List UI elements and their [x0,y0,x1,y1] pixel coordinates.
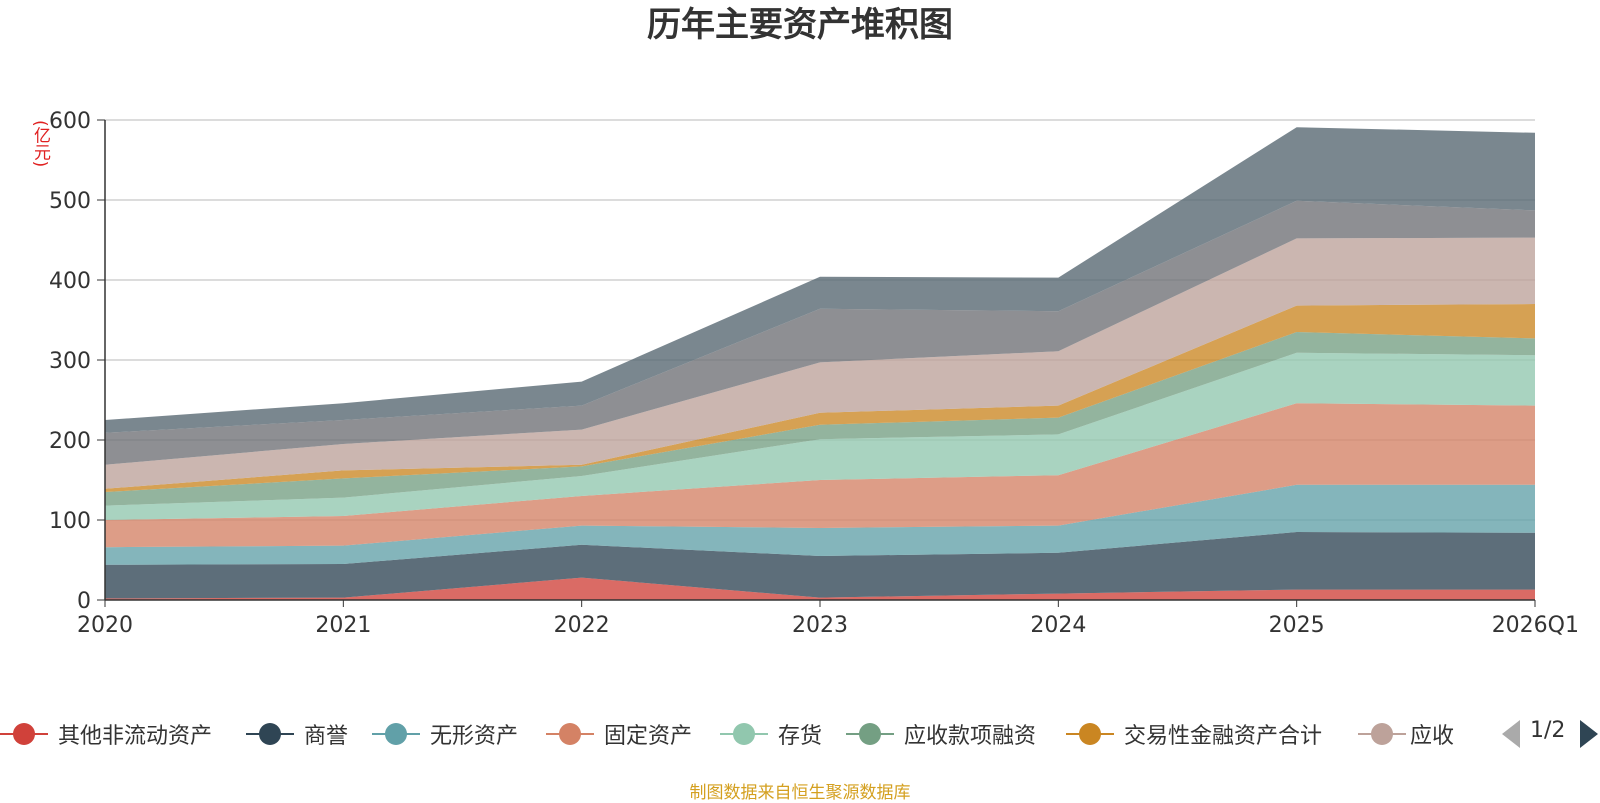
chart-title: 历年主要资产堆积图 [647,5,953,45]
area-series [105,127,1535,600]
x-tick-label-1: 2021 [315,613,371,638]
legend-marker-icon [0,722,48,746]
legend: 其他非流动资产 商誉 无形资产 固定资产 存货 应收款项融资 交易性金融资产合计… [0,716,1600,756]
legend-item-7[interactable]: 应收 [1358,716,1454,752]
stacked-area-chart: 0 100 200 300 400 500 600 2020 2021 2022 2023 2024… [49,109,1579,638]
legend-item-1[interactable]: 商誉 [246,716,348,752]
next-page-icon[interactable] [1580,720,1598,748]
area-series-5 [105,332,1535,506]
legend-pager: 1/2 [1500,716,1600,752]
y-tick-label-1: 100 [49,509,91,534]
legend-item-0[interactable]: 其他非流动资产 [0,716,212,752]
area-series-0 [105,577,1535,600]
x-tick-label-0: 2020 [77,613,133,638]
legend-marker-icon [372,722,420,746]
y-tick-label-4: 400 [49,269,91,294]
legend-label: 存货 [778,724,823,749]
x-tick-labels: 2020 2021 2022 2023 2024 2025 2026Q1 [77,600,1579,638]
legend-label: 无形资产 [430,724,519,749]
y-axis-unit: (亿元) [30,120,50,168]
legend-item-2[interactable]: 无形资产 [372,716,518,752]
area-series-6 [105,304,1535,492]
y-tick-label-6: 600 [49,109,91,134]
legend-item-6[interactable]: 交易性金融资产合计 [1066,716,1322,752]
legend-label: 其他非流动资产 [58,724,213,749]
legend-item-4[interactable]: 存货 [720,716,822,752]
legend-label: 商誉 [304,724,349,749]
y-tick-label-3: 300 [49,349,91,374]
legend-marker-icon [1358,722,1406,746]
legend-marker-icon [1066,722,1114,746]
x-tick-label-6: 2026Q1 [1492,613,1579,638]
legend-label: 应收款项融资 [904,724,1037,749]
data-source-note: 制图数据来自恒生聚源数据库 [689,783,911,803]
prev-page-icon[interactable] [1502,720,1520,748]
area-series-8 [105,200,1535,465]
legend-marker-icon [246,722,294,746]
area-series-1 [105,532,1535,599]
y-tick-label-2: 200 [49,429,91,454]
y-tick-labels: 0 100 200 300 400 500 600 [49,109,91,614]
legend-marker-icon [546,722,594,746]
x-tick-label-4: 2024 [1030,613,1086,638]
area-series-7 [105,237,1535,489]
y-tick-label-0: 0 [77,589,91,614]
x-tick-label-3: 2023 [792,613,848,638]
legend-label: 固定资产 [604,724,693,749]
area-series-2 [105,484,1535,565]
legend-marker-icon [846,722,894,746]
x-tick-label-2: 2022 [554,613,610,638]
legend-marker-icon [720,722,768,746]
area-series-4 [105,352,1535,520]
x-tick-label-5: 2025 [1269,613,1325,638]
legend-item-3[interactable]: 固定资产 [546,716,692,752]
legend-page-indicator: 1/2 [1530,718,1566,743]
legend-item-5[interactable]: 应收款项融资 [846,716,1036,752]
y-tick-label-5: 500 [49,189,91,214]
area-series-9 [105,127,1535,433]
legend-label: 应收 [1409,724,1454,749]
legend-label: 交易性金融资产合计 [1124,724,1323,749]
